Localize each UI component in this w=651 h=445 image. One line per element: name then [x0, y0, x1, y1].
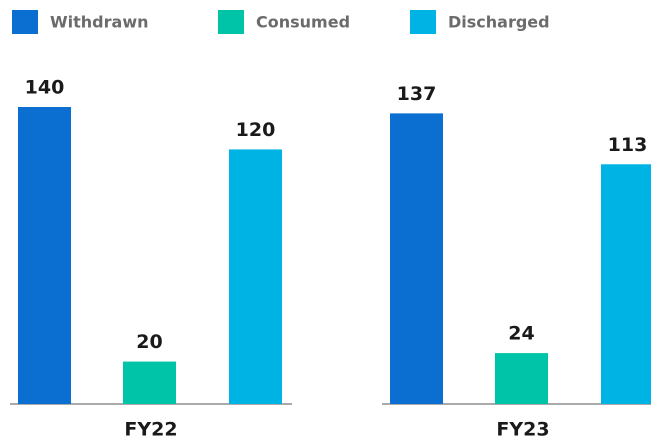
data-label: 137	[397, 83, 437, 105]
data-label: 113	[608, 134, 648, 156]
bar	[390, 113, 443, 404]
data-label: 120	[236, 119, 276, 141]
data-label: 140	[25, 77, 65, 99]
legend-swatch	[410, 10, 436, 34]
legend-swatch	[218, 10, 244, 34]
bar	[601, 164, 651, 404]
bar	[18, 107, 71, 404]
bar	[123, 361, 176, 404]
legend-label: Discharged	[448, 13, 550, 32]
legend-label: Withdrawn	[50, 13, 148, 32]
bar	[495, 353, 548, 404]
data-label: 24	[508, 323, 534, 345]
x-tick-label: FY22	[124, 419, 177, 441]
x-tick-label: FY23	[496, 419, 549, 441]
legend-swatch	[12, 10, 38, 34]
bar	[229, 149, 282, 404]
legend-label: Consumed	[256, 13, 350, 32]
data-label: 20	[136, 331, 162, 353]
